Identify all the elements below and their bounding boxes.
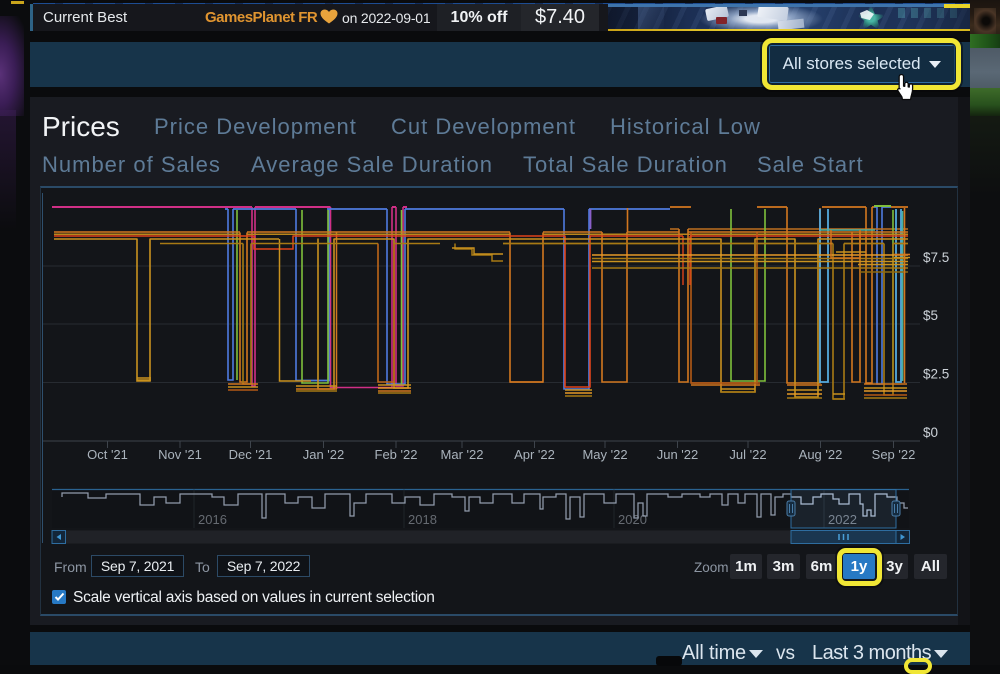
svg-text:$0: $0: [923, 425, 938, 440]
svg-text:Jun '22: Jun '22: [657, 447, 699, 462]
svg-text:2016: 2016: [198, 512, 227, 527]
svg-text:Jan '22: Jan '22: [303, 447, 345, 462]
svg-text:Feb '22: Feb '22: [375, 447, 418, 462]
svg-text:May '22: May '22: [582, 447, 627, 462]
svg-text:Sep '22: Sep '22: [872, 447, 916, 462]
svg-text:Dec '21: Dec '21: [229, 447, 273, 462]
svg-text:2022: 2022: [828, 512, 857, 527]
svg-text:$5: $5: [923, 308, 938, 323]
svg-text:$7.5: $7.5: [923, 250, 949, 265]
svg-text:Aug '22: Aug '22: [799, 447, 843, 462]
svg-text:Jul '22: Jul '22: [729, 447, 766, 462]
svg-text:2020: 2020: [618, 512, 647, 527]
svg-text:Oct '21: Oct '21: [87, 447, 128, 462]
svg-text:Apr '22: Apr '22: [514, 447, 555, 462]
svg-text:Nov '21: Nov '21: [158, 447, 202, 462]
svg-text:$2.5: $2.5: [923, 367, 949, 382]
svg-text:2018: 2018: [408, 512, 437, 527]
svg-text:Mar '22: Mar '22: [441, 447, 484, 462]
